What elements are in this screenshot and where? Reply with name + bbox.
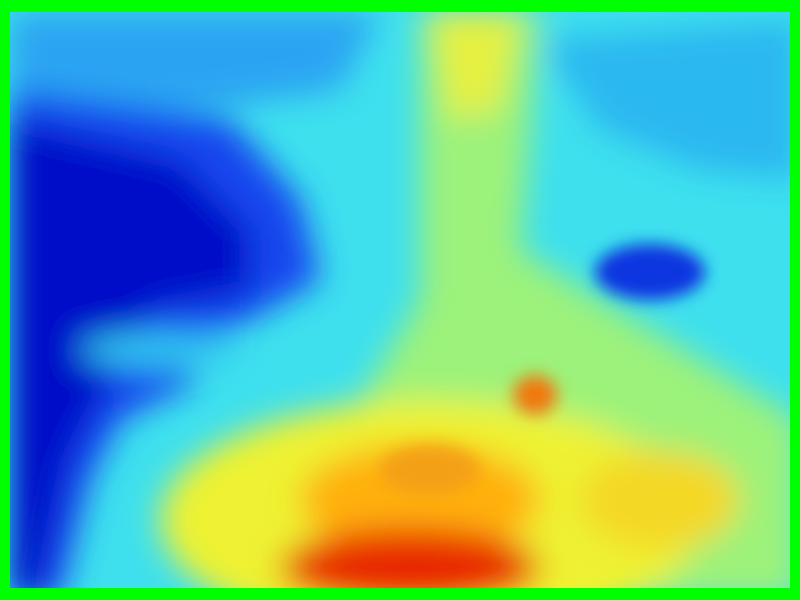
heat-field bbox=[10, 12, 790, 588]
regions bbox=[10, 12, 790, 588]
yellow-right bbox=[580, 450, 740, 550]
top-yellow bbox=[430, 12, 520, 120]
orange-patch bbox=[380, 445, 480, 495]
top-right-blue bbox=[540, 20, 790, 179]
spots bbox=[380, 244, 705, 495]
red-zone bbox=[280, 528, 540, 588]
orange-zone bbox=[300, 445, 540, 555]
cyan-streak bbox=[80, 332, 240, 368]
orange-spot bbox=[513, 375, 557, 415]
deep-blue bbox=[10, 120, 250, 588]
blue-spot bbox=[595, 244, 705, 300]
top-left-blue bbox=[10, 12, 380, 110]
